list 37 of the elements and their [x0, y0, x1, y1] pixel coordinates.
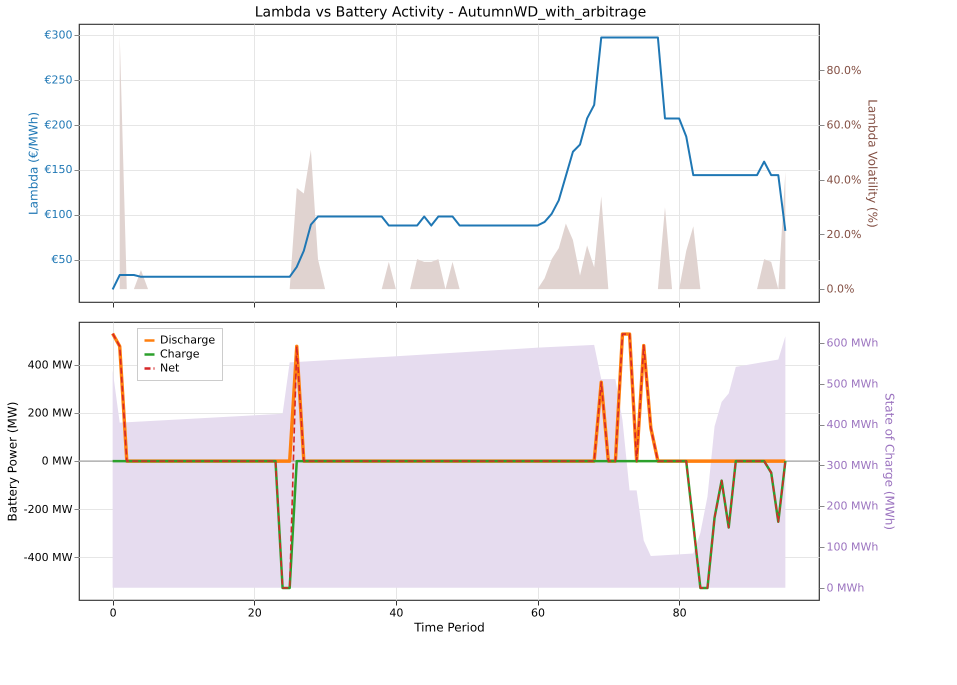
y2-tick-label: 400 MWh: [826, 418, 878, 432]
x-axis-title: Time Period: [413, 620, 485, 634]
legend-label: Discharge: [160, 334, 216, 346]
y-tick-label: €50: [52, 253, 72, 266]
y-tick-label: €150: [44, 163, 72, 176]
y2-tick-label: 20.0%: [826, 228, 862, 241]
y-tick-label: 200 MW: [28, 406, 73, 420]
legend-label: Net: [160, 362, 180, 374]
y2-tick-label: 80.0%: [826, 64, 862, 77]
y-tick-label: -200 MW: [24, 502, 73, 516]
y2-axis-title: State of Charge (MWh): [882, 392, 896, 530]
y2-tick-label: 200 MWh: [826, 500, 878, 513]
x-tick-label: 40: [389, 606, 404, 620]
y2-tick-label: 40.0%: [826, 173, 862, 186]
y-axis-title: Battery Power (MW): [6, 402, 20, 522]
y-tick-label: -400 MW: [24, 550, 73, 564]
x-tick-label: 20: [248, 606, 262, 620]
y2-tick-label: 100 MWh: [826, 540, 878, 554]
y2-axis-title: Lambda Volatility (%): [865, 99, 880, 228]
y2-tick-label: 300 MWh: [826, 458, 878, 472]
y-tick-label: 0 MW: [42, 454, 73, 468]
chart-title: Lambda vs Battery Activity - AutumnWD_with_arbitrage: [254, 4, 646, 20]
y-tick-label: €100: [44, 208, 72, 222]
y2-tick-label: 0.0%: [826, 282, 854, 296]
y-tick-label: €300: [44, 28, 72, 42]
y-tick-label: €200: [44, 118, 72, 132]
x-tick-label: 60: [531, 606, 546, 620]
y2-tick-label: 600 MWh: [826, 336, 878, 350]
y2-tick-label: 500 MWh: [826, 377, 878, 390]
y2-tick-label: 0 MWh: [826, 581, 864, 594]
y-tick-label: 400 MW: [28, 358, 73, 372]
legend-label: Charge: [160, 348, 200, 360]
y-axis-title: Lambda (€/MWh): [26, 112, 41, 215]
y-tick-label: €250: [44, 73, 72, 86]
x-tick-label: 80: [672, 606, 687, 620]
x-tick-label: 0: [110, 606, 117, 620]
y2-tick-label: 60.0%: [826, 118, 862, 132]
